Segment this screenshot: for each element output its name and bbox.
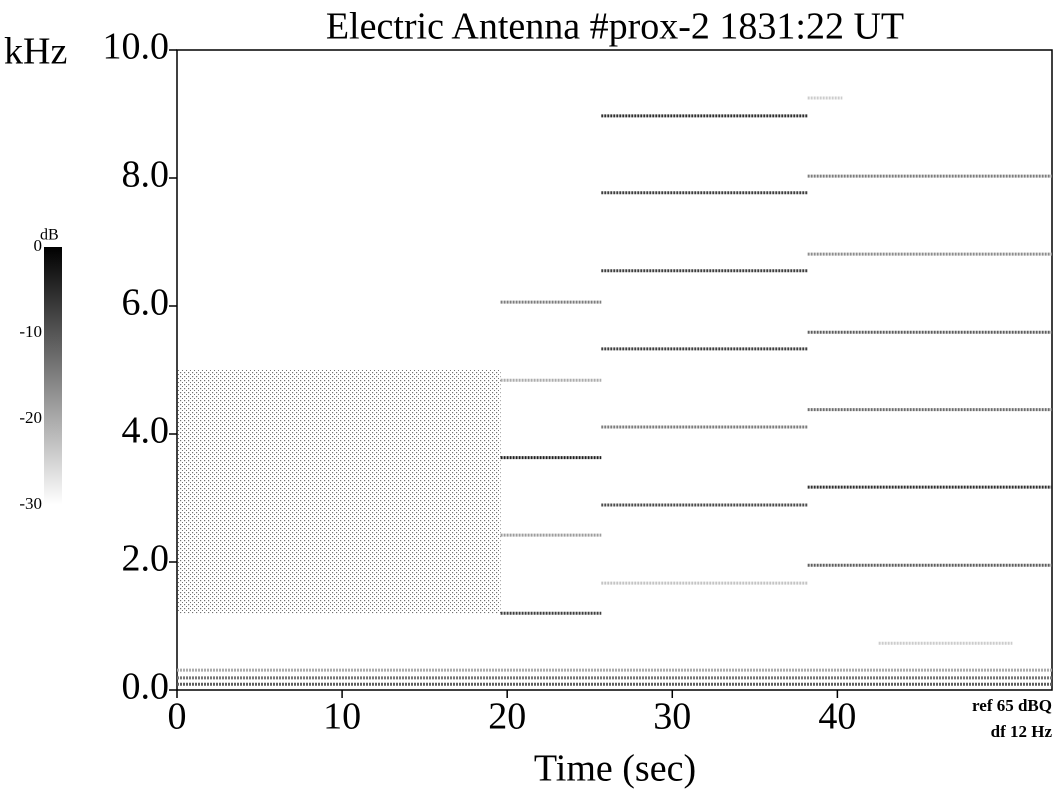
colorbar [44,247,62,505]
colorbar-tick-label: -30 [19,494,42,513]
y-unit: kHz [4,31,67,73]
y-tick-label: 10.0 [103,26,170,68]
y-tick-label: 2.0 [122,538,170,580]
colorbar-tick-label: -10 [19,322,42,341]
colorbar-label: dB [40,227,59,244]
y-tick-label: 6.0 [122,282,170,324]
y-tick-label: 4.0 [122,410,170,452]
x-tick-label: 10 [323,696,361,738]
annotation: ref 65 dBQ [972,696,1052,715]
x-tick-label: 0 [168,696,187,738]
chart-title: Electric Antenna #prox-2 1831:22 UT [326,6,904,48]
y-tick-label: 0.0 [122,666,170,708]
x-axis-label: Time (sec) [534,748,696,790]
x-tick-label: 20 [488,696,526,738]
colorbar-tick-label: 0 [34,236,43,255]
x-tick-label: 40 [818,696,856,738]
noise-region [177,370,501,614]
y-tick-label: 8.0 [122,154,170,196]
x-tick-label: 30 [653,696,691,738]
annotation: df 12 Hz [991,722,1053,741]
colorbar-tick-label: -20 [19,408,42,427]
